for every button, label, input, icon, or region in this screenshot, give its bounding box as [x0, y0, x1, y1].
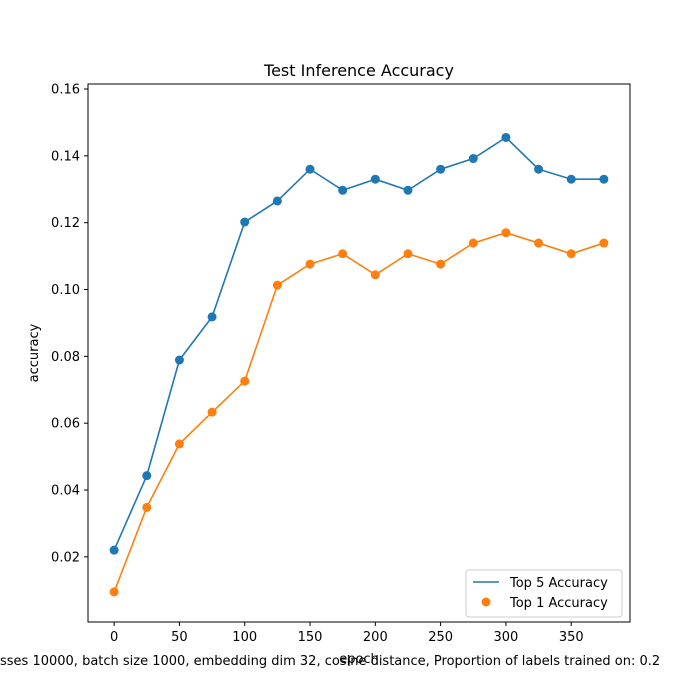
data-point [109, 587, 119, 597]
legend-dot-marker [481, 597, 491, 607]
x-tick-label: 200 [363, 630, 388, 645]
legend-label-top5: Top 5 Accuracy [509, 576, 608, 591]
data-point [338, 249, 348, 259]
data-point [501, 228, 511, 238]
series-lines [113, 136, 605, 593]
data-point [534, 238, 544, 248]
data-point [501, 132, 511, 142]
data-point [599, 174, 609, 184]
data-point [566, 249, 576, 259]
series-points [109, 132, 609, 597]
x-tick-label: 0 [110, 630, 118, 645]
data-point [370, 174, 380, 184]
data-point [338, 185, 348, 195]
x-tick-label: 350 [559, 630, 584, 645]
data-point [142, 502, 152, 512]
data-point [403, 185, 413, 195]
y-tick-label: 0.10 [51, 283, 80, 298]
y-axis: 0.02 0.04 0.06 0.08 0.10 0.12 0.14 0.16 [51, 83, 88, 565]
data-point [436, 259, 446, 269]
y-axis-label: accuracy [27, 323, 42, 382]
data-point [272, 196, 282, 206]
series-line-0 [113, 136, 604, 551]
data-point [174, 439, 184, 449]
data-point [599, 238, 609, 248]
x-tick-label: 300 [494, 630, 519, 645]
data-point [403, 249, 413, 259]
series-line-1 [113, 231, 605, 593]
data-point [305, 259, 315, 269]
y-tick-label: 0.14 [51, 149, 80, 164]
data-point [305, 164, 315, 174]
legend: Top 5 Accuracy Top 1 Accuracy [465, 569, 623, 618]
data-point [370, 270, 380, 280]
x-axis: 0 50 100 150 200 250 300 350 [110, 622, 584, 645]
data-point [272, 280, 282, 290]
data-point [207, 312, 217, 322]
x-tick-label: 250 [428, 630, 453, 645]
x-tick-label: 100 [232, 630, 257, 645]
data-point [534, 164, 544, 174]
x-tick-label: 50 [171, 630, 188, 645]
data-point [468, 238, 478, 248]
y-tick-label: 0.04 [51, 484, 80, 499]
chart-caption: sses 10000, batch size 1000, embedding d… [0, 654, 660, 669]
y-tick-label: 0.12 [51, 216, 80, 231]
data-point [142, 471, 152, 481]
data-point [240, 376, 250, 386]
data-point [468, 154, 478, 164]
plot-area [87, 83, 631, 623]
chart-title: Test Inference Accuracy [263, 61, 454, 80]
y-tick-label: 0.02 [51, 550, 80, 565]
y-tick-label: 0.08 [51, 350, 80, 365]
data-point [174, 355, 184, 365]
legend-box [465, 569, 623, 618]
data-point [207, 407, 217, 417]
data-point [109, 545, 119, 555]
x-tick-label: 150 [298, 630, 323, 645]
legend-label-top1: Top 1 Accuracy [509, 596, 608, 611]
data-point [566, 174, 576, 184]
data-point [436, 164, 446, 174]
data-point [240, 217, 250, 227]
x-axis-label: epoch [339, 652, 379, 667]
y-tick-label: 0.06 [51, 417, 80, 432]
y-tick-label: 0.16 [51, 83, 80, 98]
